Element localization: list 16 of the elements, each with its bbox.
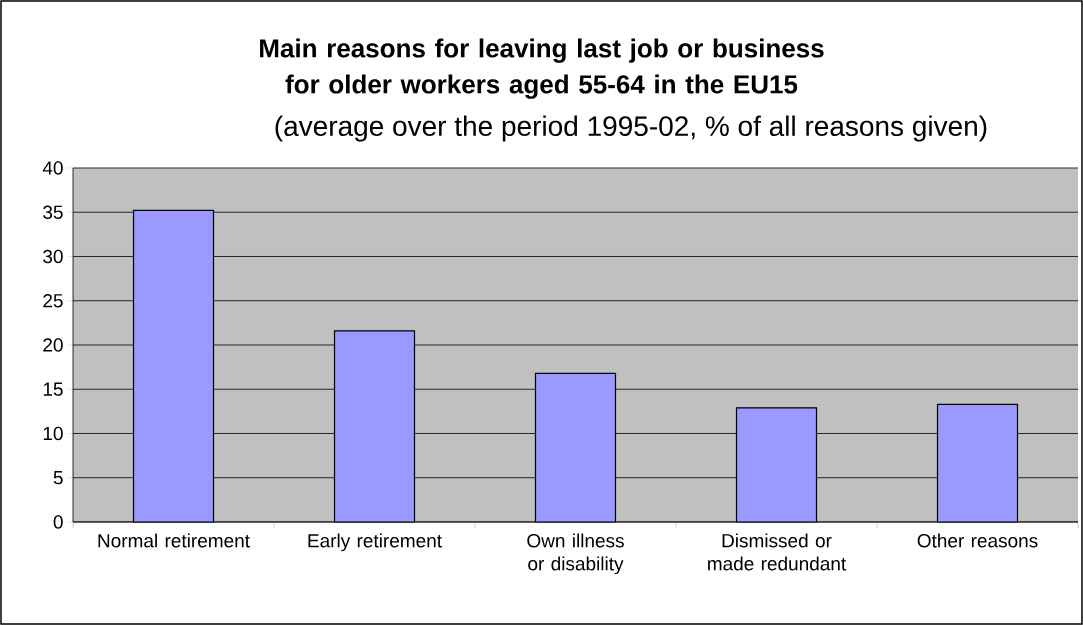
y-tick-label: 10 (43, 426, 63, 441)
x-tick-label: Other reasons (917, 533, 1038, 548)
x-tick-label: Dismissed or made redundant (708, 533, 847, 571)
x-tick-label: Own illness or disability (527, 533, 624, 575)
chart-subtitle: (average over the period 1995-02, % of all reasons given) (275, 115, 987, 142)
x-tick-label: Early retirement (308, 533, 442, 552)
y-tick-label: 5 (53, 471, 63, 485)
chart-title: Main reasons for leaving last job or business for older workers aged 55-64 in the EU15 (260, 38, 824, 99)
y-tick-label: 25 (43, 294, 63, 308)
y-tick-label: 0 (53, 515, 63, 529)
y-tick-label: 40 (42, 161, 63, 175)
x-tick-label: Normal retirement (98, 533, 250, 548)
y-tick-label: 30 (43, 249, 63, 264)
y-tick-label: 20 (43, 338, 63, 352)
y-tick-label: 15 (43, 382, 63, 396)
y-tick-label: 35 (43, 205, 63, 219)
